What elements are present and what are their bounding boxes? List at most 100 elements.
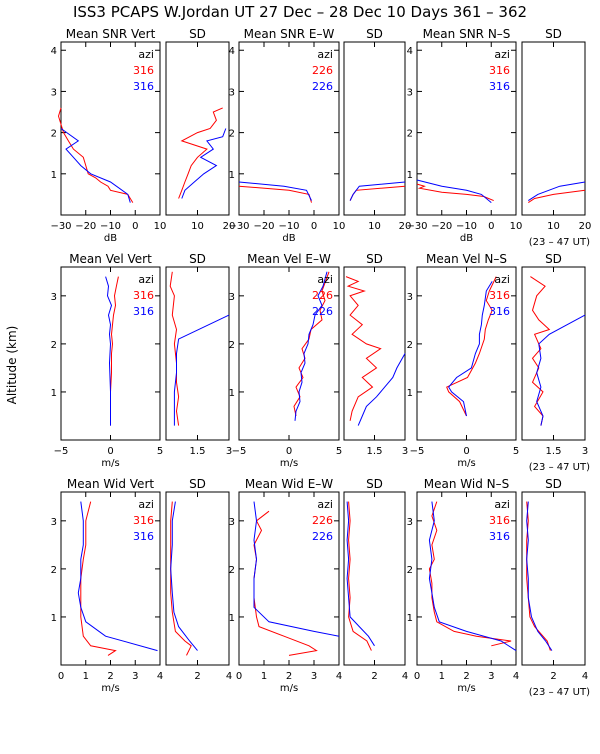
legend-entry: 316 <box>133 64 154 77</box>
x-tick-label: 3 <box>226 446 232 457</box>
legend-title: azi <box>317 48 333 61</box>
y-tick-label: 3 <box>229 87 235 98</box>
series-line-red <box>345 276 382 421</box>
x-axis-label: m/s <box>457 683 475 694</box>
x-tick-label: 1.5 <box>367 446 383 457</box>
legend-entry: 316 <box>133 80 154 93</box>
panel-title: Mean SNR Vert <box>66 27 156 41</box>
panel-title: SD <box>545 27 562 41</box>
panel-17: 0 1 2 3 4 1 2 3 Mean Wid N–S m/s azi 316 316 <box>407 477 520 694</box>
legend-entry: 316 <box>489 530 510 543</box>
panel-title: Mean Wid E–W <box>245 477 333 491</box>
y-tick-label: 2 <box>407 129 413 140</box>
legend-title: azi <box>494 498 510 511</box>
x-axis-label: dB <box>104 233 117 244</box>
time-range-note: (23 – 47 UT) <box>529 237 590 248</box>
panel-6: 10 20 SD (23 – 47 UT) <box>521 27 591 248</box>
x-tick-label: 3 <box>582 446 588 457</box>
panel-1: −30 −20 −10 0 10 1 2 3 4 Mean SNR Vert dB azi 316 316 <box>50 27 166 244</box>
panel-18: 2 4 SD (23 – 47 UT) <box>521 477 590 698</box>
x-tick-label: 0 <box>132 221 138 232</box>
y-tick-label: 2 <box>407 340 413 351</box>
series-line-blue <box>173 314 230 426</box>
panel-16: 2 4 SD <box>343 477 408 682</box>
time-range-note: (23 – 47 UT) <box>529 462 590 473</box>
panel-10: 1.5 3 SD <box>343 252 408 457</box>
x-tick-label: 1 <box>439 671 445 682</box>
series-line-red <box>110 276 119 426</box>
x-axis-label: m/s <box>457 458 475 469</box>
series-line-red <box>80 501 117 656</box>
y-tick-label: 2 <box>229 340 235 351</box>
x-tick-label: 2 <box>194 671 200 682</box>
x-axis-label: dB <box>460 233 473 244</box>
x-tick-label: −5 <box>410 446 425 457</box>
x-tick-label: 3 <box>402 446 408 457</box>
series-line-red <box>253 510 318 656</box>
y-tick-label: 1 <box>407 613 413 624</box>
series-line-red <box>238 185 312 203</box>
x-tick-label: 4 <box>336 671 342 682</box>
series-line-blue <box>77 501 158 652</box>
legend-entry: 226 <box>312 514 333 527</box>
x-tick-label: −30 <box>228 221 249 232</box>
legend-entry: 316 <box>133 289 154 302</box>
legend-title: azi <box>317 273 333 286</box>
panel-frame <box>165 41 230 216</box>
x-tick-label: 20 <box>399 221 412 232</box>
x-tick-label: 3 <box>311 671 317 682</box>
x-tick-label: 10 <box>368 221 381 232</box>
series-line-blue <box>526 501 553 651</box>
y-tick-label: 2 <box>229 129 235 140</box>
y-tick-label: 1 <box>407 388 413 399</box>
x-tick-label: 10 <box>154 221 167 232</box>
x-tick-label: 0 <box>463 446 469 457</box>
series-line-blue <box>528 181 586 202</box>
legend-entry: 316 <box>133 305 154 318</box>
x-tick-label: 1.5 <box>190 446 206 457</box>
legend-entry: 316 <box>133 530 154 543</box>
series-line-blue <box>60 128 131 203</box>
x-axis-label: m/s <box>101 683 119 694</box>
legend-title: azi <box>138 498 154 511</box>
panel-title: SD <box>366 477 383 491</box>
panel-12: 1.5 3 SD (23 – 47 UT) <box>521 252 590 473</box>
legend-title: azi <box>138 273 154 286</box>
x-tick-label: 5 <box>157 446 163 457</box>
legend-entry: 316 <box>489 305 510 318</box>
panel-title: SD <box>189 27 206 41</box>
y-tick-label: 1 <box>51 613 57 624</box>
x-tick-label: 0 <box>107 446 113 457</box>
x-tick-label: 0 <box>488 221 494 232</box>
x-axis-label: m/s <box>101 458 119 469</box>
x-tick-label: 0 <box>58 671 64 682</box>
series-line-red <box>170 501 192 656</box>
legend-title: azi <box>317 498 333 511</box>
x-tick-label: 4 <box>157 671 163 682</box>
x-tick-label: 20 <box>223 221 236 232</box>
y-tick-label: 4 <box>407 46 413 57</box>
x-axis-label: m/s <box>280 683 298 694</box>
y-tick-label: 3 <box>407 87 413 98</box>
series-line-blue <box>253 501 340 637</box>
y-tick-label: 1 <box>229 170 235 181</box>
panel-5: −30 −20 −10 0 10 1 2 3 4 Mean SNR N–S dB azi 316 316 <box>406 27 522 244</box>
panel-8: 1.5 3 SD <box>165 252 232 457</box>
x-tick-label: −20 <box>253 221 274 232</box>
x-axis-label: m/s <box>280 458 298 469</box>
panel-frame <box>521 491 586 666</box>
x-tick-label: 10 <box>510 221 523 232</box>
y-tick-label: 3 <box>229 517 235 528</box>
panel-title: Mean Vel E–W <box>247 252 331 266</box>
x-tick-label: 1.5 <box>546 446 562 457</box>
x-tick-label: −20 <box>75 221 96 232</box>
x-tick-label: −5 <box>54 446 69 457</box>
legend-entry: 226 <box>312 80 333 93</box>
series-line-blue <box>346 501 375 647</box>
x-axis-label: dB <box>282 233 295 244</box>
series-line-blue <box>170 501 198 651</box>
panel-title: Mean Vel Vert <box>69 252 152 266</box>
series-line-blue <box>428 501 517 652</box>
legend-entry: 316 <box>489 80 510 93</box>
series-line-red <box>349 185 406 201</box>
